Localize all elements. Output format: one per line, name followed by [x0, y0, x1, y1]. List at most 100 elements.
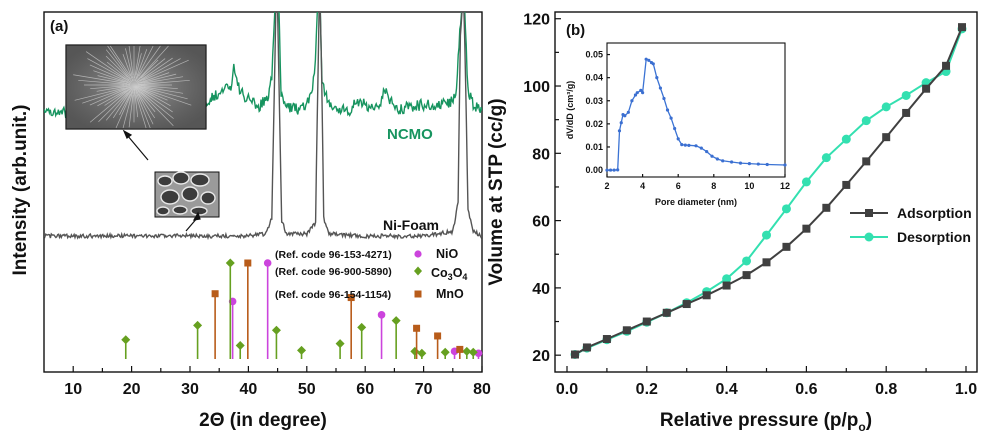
co3o4-legend-label: Co3O4 — [431, 266, 467, 282]
nio-legend-marker — [414, 250, 422, 258]
bet-y-tick-label: 120 — [523, 12, 550, 29]
ni-foam-xrd-line — [44, 12, 482, 241]
nio-ref-code: (Ref. code 96-153-4271) — [275, 249, 392, 261]
co3o4-reference-stem — [297, 345, 307, 359]
inset-x-tick-label: 4 — [640, 181, 645, 191]
pore-distribution-point — [715, 157, 719, 161]
co3o4-reference-stem — [357, 322, 367, 359]
mno-reference-stem — [413, 324, 421, 359]
bet-x-tick-label: 0.6 — [795, 381, 817, 398]
pore-distribution-point — [605, 168, 609, 172]
pore-distribution-point — [710, 154, 714, 158]
panel-a-label: (a) — [50, 18, 68, 35]
nio-reference-stem — [263, 259, 272, 359]
co3o4-reference-stem — [271, 325, 281, 359]
co3o4-ref-code: (Ref. code 96-900-5890) — [275, 266, 392, 278]
pore-distribution-point — [673, 126, 677, 131]
desorption-point — [742, 256, 752, 266]
xrd-x-tick-label: 70 — [415, 381, 433, 398]
adsorption-point — [642, 317, 651, 326]
mno-reference-stem — [347, 294, 355, 359]
adsorption-point — [570, 350, 579, 359]
adsorption-series — [570, 23, 967, 359]
desorption-point — [841, 134, 851, 144]
bet-y-tick-label: 100 — [523, 79, 550, 96]
adsorption-point — [842, 180, 851, 189]
pore-distribution-point — [608, 168, 613, 172]
pore-distribution-point — [626, 110, 630, 114]
bet-x-tick-label: 0.0 — [556, 381, 578, 398]
pore-distribution-point — [665, 108, 670, 112]
micrograph-pointer-arrows — [122, 129, 201, 232]
mno-legend-label: MnO — [436, 287, 464, 301]
pore-distribution-point — [721, 159, 725, 163]
desorption-point — [861, 116, 871, 126]
inset-y-tick-label: 0.05 — [585, 50, 603, 60]
pore-distribution-point — [617, 129, 622, 133]
co3o4-reference-stem — [193, 320, 203, 359]
bet-x-axis-title: Relative pressure (p/po) — [660, 410, 872, 432]
pore-distribution-point — [680, 143, 684, 147]
ni-foam-series-label: Ni-Foam — [383, 217, 439, 233]
xrd-x-axis-title: 2Θ (in degree) — [199, 410, 327, 431]
bet-panel: (b) 20 40 60 80 100 120 0.0 0.2 0.4 0.6 0.8 1.0 Re… — [486, 11, 978, 432]
inset-y-tick-label: 0.03 — [585, 96, 603, 106]
xrd-x-tick-label: 20 — [123, 381, 141, 398]
adsorption-point — [702, 291, 711, 300]
desorption-legend-marker — [864, 232, 874, 242]
adsorption-point — [922, 84, 931, 93]
desorption-legend-label: Desorption — [897, 229, 971, 245]
xrd-y-axis-title: Intensity (arb.unit.) — [10, 105, 31, 276]
desorption-point — [781, 204, 791, 214]
desorption-point — [801, 177, 811, 187]
inset-x-tick-label: 12 — [780, 181, 790, 191]
pore-distribution-point — [639, 88, 643, 92]
inset-x-tick-label: 2 — [604, 181, 609, 191]
xrd-x-tick-label: 40 — [240, 381, 258, 398]
mno-reference-stem — [456, 345, 464, 359]
adsorption-point — [958, 23, 967, 32]
pore-distribution-point — [616, 168, 620, 172]
adsorption-point — [602, 335, 611, 344]
adsorption-point — [802, 224, 811, 233]
pore-distribution-point — [644, 57, 648, 61]
pore-distribution-point — [619, 121, 623, 125]
pore-distribution-point — [705, 149, 709, 154]
pore-distribution-point — [765, 162, 769, 167]
adsorption-point — [742, 271, 751, 280]
adsorption-point — [762, 258, 771, 267]
adsorption-point — [682, 300, 691, 309]
pore-distribution-point — [651, 62, 655, 66]
co3o4-reference-stem — [235, 341, 245, 359]
mno-reference-stem — [244, 259, 252, 359]
bet-legend: Adsorption Desorption — [850, 205, 972, 245]
inset-y-tick-label: 0.01 — [585, 142, 603, 152]
bet-y-tick-label: 80 — [532, 146, 550, 163]
adsorption-point — [902, 108, 911, 117]
pore-distribution-point — [747, 162, 752, 166]
xrd-plot-frame — [43, 11, 483, 373]
bet-y-tick-label: 20 — [532, 348, 550, 365]
desorption-point — [762, 230, 771, 240]
co3o4-reference-stem — [391, 316, 401, 359]
adsorption-point — [622, 326, 631, 335]
co3o4-reference-stem — [335, 339, 345, 359]
nio-reference-stem — [377, 311, 386, 359]
panel-b-label: (b) — [566, 22, 585, 39]
adsorption-legend-marker — [865, 209, 873, 217]
inset-y-tick-label: 0.04 — [585, 73, 603, 83]
inset-x-axis-title: Pore diameter (nm) — [655, 197, 737, 207]
inset-y-tick-label: 0.00 — [585, 165, 603, 175]
co3o4-reference-stem — [462, 346, 472, 359]
bet-x-tick-label: 0.8 — [875, 381, 897, 398]
ni-foam-sem-micrograph — [154, 171, 220, 218]
co3o4-reference-stem — [225, 258, 235, 359]
pore-distribution-point — [699, 146, 703, 150]
bet-y-tick-label: 40 — [532, 281, 550, 298]
adsorption-point — [662, 308, 671, 317]
pore-distribution-point — [641, 91, 645, 95]
pore-distribution-point — [694, 144, 698, 148]
inset-y-axis-title: dV/dD (cm³/g) — [565, 81, 575, 140]
co3o4-reference-stem — [440, 347, 450, 359]
xrd-x-tick-label: 30 — [181, 381, 199, 398]
